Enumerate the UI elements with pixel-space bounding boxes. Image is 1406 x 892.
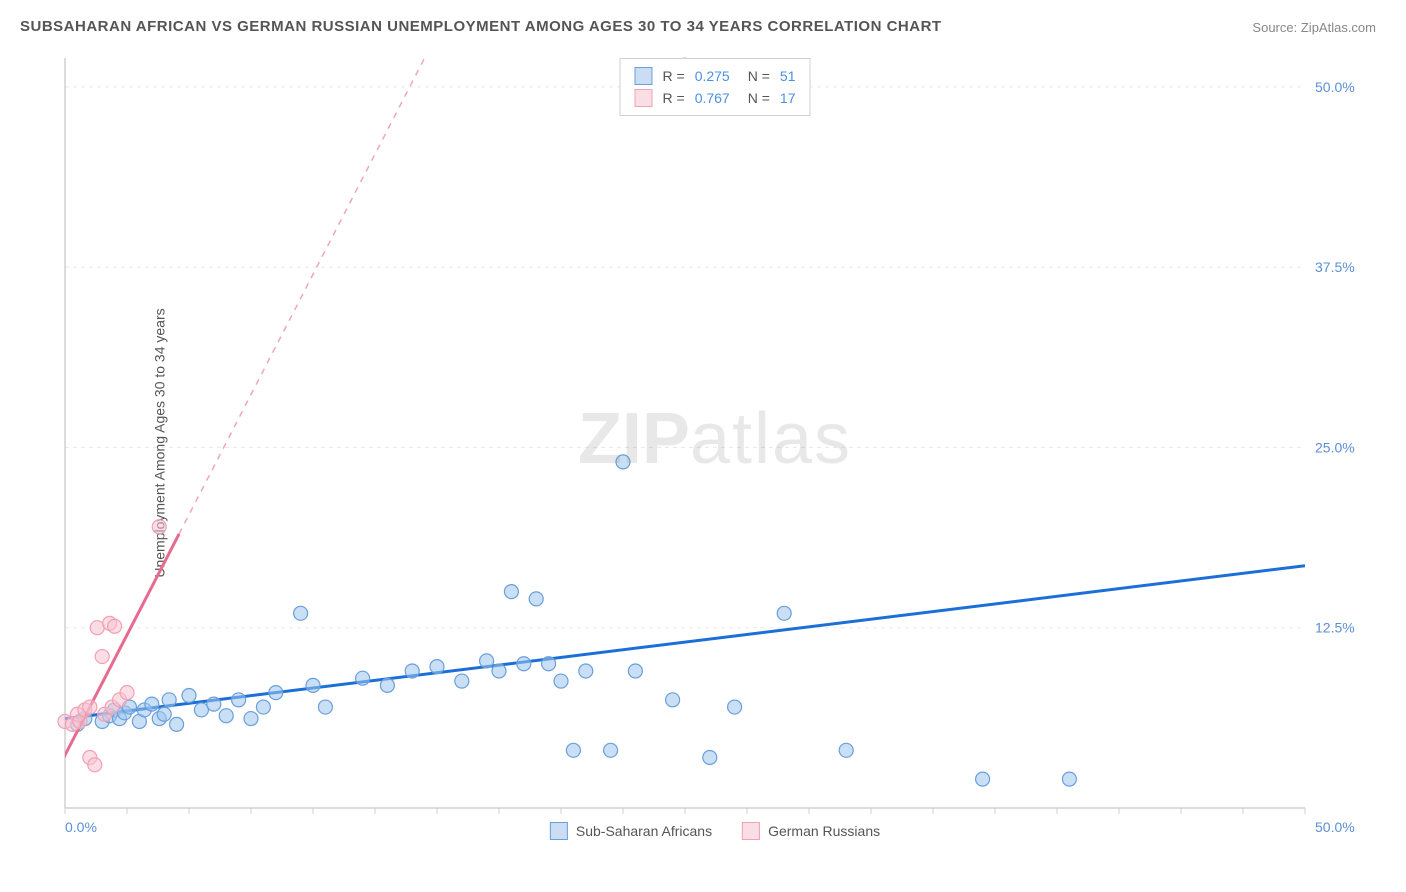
n-value: 51 — [780, 68, 796, 84]
legend-stats-row: R = 0.767 N = 17 — [635, 87, 796, 109]
svg-text:37.5%: 37.5% — [1315, 259, 1355, 275]
legend-bottom: Sub-Saharan Africans German Russians — [550, 822, 880, 840]
legend-label: Sub-Saharan Africans — [576, 823, 712, 839]
swatch-icon — [635, 67, 653, 85]
r-value: 0.767 — [695, 90, 730, 106]
r-label: R = — [663, 68, 685, 84]
swatch-icon — [635, 89, 653, 107]
n-label: N = — [748, 90, 770, 106]
r-value: 0.275 — [695, 68, 730, 84]
chart-area: Unemployment Among Ages 30 to 34 years 1… — [55, 48, 1375, 838]
legend-stats-box: R = 0.275 N = 51 R = 0.767 N = 17 — [620, 58, 811, 116]
svg-text:12.5%: 12.5% — [1315, 620, 1355, 636]
scatter-plot: 12.5% 25.0% 37.5% 50.0% 0.0% 50.0% — [55, 48, 1375, 838]
swatch-icon — [742, 822, 760, 840]
legend-item: Sub-Saharan Africans — [550, 822, 712, 840]
r-label: R = — [663, 90, 685, 106]
n-label: N = — [748, 68, 770, 84]
svg-text:0.0%: 0.0% — [65, 819, 97, 835]
n-value: 17 — [780, 90, 796, 106]
source-attribution: Source: ZipAtlas.com — [1252, 20, 1376, 35]
svg-text:50.0%: 50.0% — [1315, 79, 1355, 95]
legend-item: German Russians — [742, 822, 880, 840]
chart-title: SUBSAHARAN AFRICAN VS GERMAN RUSSIAN UNE… — [20, 18, 942, 35]
legend-stats-row: R = 0.275 N = 51 — [635, 65, 796, 87]
svg-text:50.0%: 50.0% — [1315, 819, 1355, 835]
source-label: Source: — [1252, 20, 1297, 35]
legend-label: German Russians — [768, 823, 880, 839]
source-value: ZipAtlas.com — [1301, 20, 1376, 35]
swatch-icon — [550, 822, 568, 840]
svg-text:25.0%: 25.0% — [1315, 439, 1355, 455]
